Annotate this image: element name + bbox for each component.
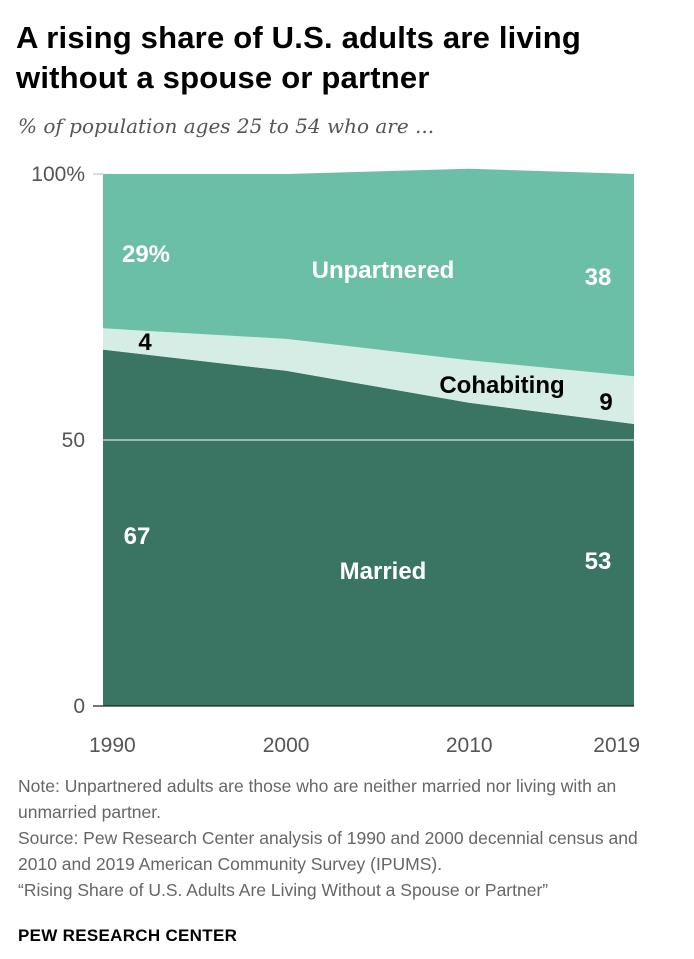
source-text: Source: Pew Research Center analysis of … [18,828,638,874]
label-unpartnered-1990: 29% [122,241,170,268]
data-labels: 29% Unpartnered 38 4 Cohabiting 9 67 Married 53 [122,241,613,585]
gridline-layer [93,173,634,707]
brand-logo-text: PEW RESEARCH CENTER [18,926,238,945]
area-married [103,349,634,706]
x-tick-label: 2019 [593,734,640,757]
x-tick-label: 1990 [89,734,136,757]
y-tick-label: 0 [73,695,85,718]
report-title-text: “Rising Share of U.S. Adults Are Living … [18,880,549,900]
note-text: Note: Unpartnered adults are those who a… [18,776,617,822]
x-tick-label: 2010 [446,734,493,757]
label-married-2019: 53 [585,548,612,575]
area-layer [103,168,634,706]
stacked-area-chart: 0 50 100% 1990 2000 2010 2019 29% Unpartnered 38… [31,163,640,757]
y-tick-label: 50 [62,429,85,452]
y-tick-label: 100% [31,163,85,186]
label-married-series: Married [340,558,427,585]
axis-ticks: 0 50 100% 1990 2000 2010 2019 [31,163,640,757]
label-cohabiting-series: Cohabiting [439,372,564,399]
chart-subtitle: % of population ages 25 to 54 who are ..… [18,114,435,138]
chart-title: A rising share of U.S. adults are living… [16,20,581,95]
area-cohabiting [103,328,634,424]
area-unpartnered [103,168,634,377]
label-cohabiting-1990: 4 [138,329,152,356]
label-unpartnered-2019: 38 [585,264,612,291]
label-cohabiting-2019: 9 [599,389,612,416]
label-unpartnered-series: Unpartnered [312,257,455,284]
chart-notes: Note: Unpartnered adults are those who a… [18,773,678,903]
label-married-1990: 67 [124,523,151,550]
x-tick-label: 2000 [263,734,310,757]
